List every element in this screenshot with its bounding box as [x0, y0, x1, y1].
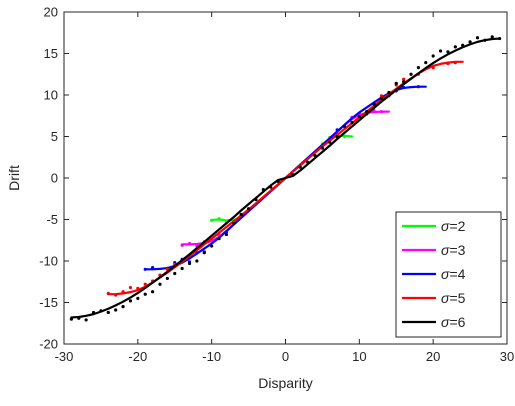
data-point — [379, 94, 384, 98]
x-tick-label: 10 — [352, 349, 366, 364]
y-tick-label: 15 — [44, 46, 58, 61]
y-axis-label: Drift — [6, 165, 22, 191]
x-tick-label: 20 — [426, 349, 440, 364]
data-point — [328, 140, 332, 144]
legend-value: =2 — [449, 218, 465, 234]
data-point — [372, 102, 376, 106]
data-point — [143, 292, 147, 296]
y-tick-label: 0 — [51, 171, 58, 186]
y-tick-label: -5 — [46, 212, 58, 227]
x-tick-label: -30 — [55, 349, 74, 364]
data-point — [114, 308, 118, 312]
data-point — [357, 114, 361, 119]
x-tick-label: -10 — [202, 349, 221, 364]
legend-sigma: σ — [441, 314, 450, 330]
data-point — [121, 305, 125, 309]
data-point — [239, 212, 243, 217]
y-tick-label: 20 — [44, 5, 58, 20]
data-point — [402, 77, 406, 81]
legend-item: σ=6 — [402, 314, 466, 330]
data-point — [187, 261, 192, 266]
data-point — [431, 54, 435, 58]
series-line — [70, 37, 501, 319]
data-point — [320, 146, 325, 150]
legend-item: σ=5 — [402, 290, 466, 306]
data-point — [106, 310, 110, 315]
data-point — [210, 244, 214, 248]
legend-value: =3 — [449, 242, 465, 258]
data-point — [128, 299, 133, 303]
data-point — [416, 66, 420, 70]
legend-item: σ=3 — [402, 242, 466, 258]
legend-label: σ=3 — [441, 242, 466, 258]
legend-label: σ=6 — [441, 314, 466, 330]
x-tick-label: 0 — [282, 349, 289, 364]
data-point — [136, 296, 140, 300]
legend-sigma: σ — [441, 242, 450, 258]
data-point — [180, 266, 184, 271]
data-point — [128, 285, 133, 290]
data-point — [424, 61, 428, 65]
legend-value: =4 — [449, 266, 465, 282]
data-point — [446, 50, 450, 54]
data-point — [475, 36, 480, 40]
data-point — [232, 222, 236, 226]
legend-item: σ=2 — [402, 218, 466, 234]
legend-value: =6 — [449, 314, 465, 330]
legend-label: σ=4 — [441, 266, 466, 282]
legend-sigma: σ — [441, 290, 450, 306]
data-point — [490, 35, 494, 39]
data-point — [173, 271, 177, 276]
data-point — [438, 49, 443, 53]
legend-label: σ=2 — [441, 218, 466, 234]
legend: σ=2σ=3σ=4σ=5σ=6 — [395, 211, 502, 338]
data-point — [468, 40, 472, 44]
data-point — [84, 318, 88, 322]
data-point — [387, 90, 391, 95]
y-tick-label: -15 — [39, 295, 58, 310]
y-tick-label: 10 — [44, 88, 58, 103]
y-tick-label: 5 — [51, 129, 58, 144]
legend-sigma: σ — [441, 266, 450, 282]
data-point — [342, 124, 347, 129]
data-point — [224, 232, 229, 237]
legend-value: =5 — [449, 290, 465, 306]
data-point — [409, 72, 413, 76]
data-point — [246, 207, 251, 211]
x-axis-label: Disparity — [258, 375, 312, 391]
series-5 — [69, 35, 502, 322]
data-point — [379, 96, 384, 100]
data-point — [165, 276, 169, 281]
y-tick-label: -20 — [39, 337, 58, 352]
x-tick-label: -20 — [128, 349, 147, 364]
y-tick-label: -10 — [39, 254, 58, 269]
data-point — [195, 259, 199, 263]
legend-label: σ=5 — [441, 290, 466, 306]
data-point — [298, 165, 302, 169]
data-point — [151, 290, 155, 294]
data-point — [453, 45, 457, 49]
data-point — [350, 120, 354, 124]
legend-item: σ=4 — [402, 266, 466, 282]
data-point — [202, 251, 206, 255]
data-point — [217, 236, 221, 241]
x-tick-label: 30 — [500, 349, 514, 364]
legend-sigma: σ — [441, 218, 450, 234]
data-point — [394, 81, 398, 85]
series-layer — [69, 35, 502, 322]
data-point — [158, 282, 162, 286]
